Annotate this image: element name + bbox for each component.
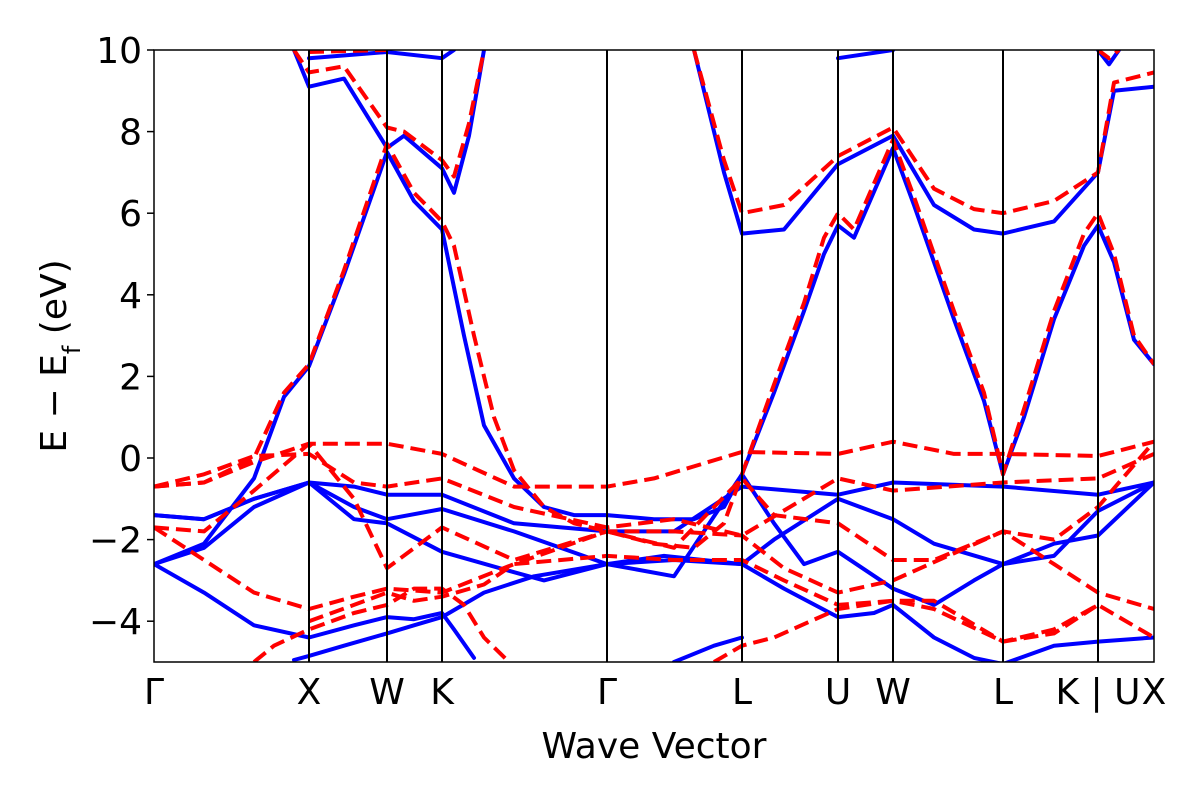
solid-band-9: [836, 50, 895, 61]
x-tick-label: K: [430, 672, 455, 713]
dashed-band-16: [308, 553, 1154, 644]
y-tick-label: 10: [96, 31, 142, 72]
x-axis-title: Wave Vector: [542, 726, 767, 767]
solid-band-6: [292, 50, 486, 195]
dashed-band-12: [154, 439, 1154, 489]
y-axis-title: E − Ef (eV): [34, 259, 86, 452]
y-axis-title-main: E − E: [34, 354, 75, 453]
y-tick-label: 0: [119, 439, 142, 480]
plot-frame: [153, 49, 1155, 663]
x-tick-label: W: [875, 672, 911, 713]
y-ticks-layer: −4 −2 0 2 4 6 8 10: [89, 31, 154, 643]
solid-band-5: [154, 145, 1154, 567]
y-axis-title-tail: (eV): [34, 259, 75, 345]
solid-band-4: [154, 480, 1154, 583]
y-tick-label: −2: [89, 521, 142, 562]
dashed-band-15: [154, 525, 1154, 611]
y-axis-title-sub: f: [58, 345, 86, 354]
x-tick-label: Γ: [597, 672, 617, 713]
y-tick-label: 8: [119, 113, 142, 154]
kpoint-lines-layer: [308, 50, 1099, 662]
x-tick-label: X: [297, 672, 322, 713]
x-tick-label: W: [369, 672, 405, 713]
dashed-band-20: [292, 50, 486, 179]
x-tick-label: L: [732, 672, 752, 713]
x-tick-label: Γ: [144, 672, 164, 713]
x-tick-label: X: [1142, 672, 1167, 713]
solid-band-1: [292, 553, 1154, 662]
y-tick-label: −4: [89, 602, 142, 643]
dashed-band-18: [712, 598, 1100, 662]
y-tick-label: 2: [119, 357, 142, 398]
dashed-band-17: [252, 586, 511, 662]
x-tick-label: L: [993, 672, 1013, 713]
x-tick-label: U: [825, 672, 851, 713]
x-tick-label: K | U: [1056, 672, 1141, 713]
y-tick-label: 4: [119, 276, 142, 317]
dashed-band-23: [1096, 50, 1121, 61]
dashed-band-22: [308, 50, 388, 54]
solid-band-11: [672, 635, 744, 662]
y-tick-label: 6: [119, 194, 142, 235]
solid-band-0: [154, 562, 476, 660]
solid-band-8: [307, 50, 456, 61]
solid-band-7: [692, 50, 1154, 236]
